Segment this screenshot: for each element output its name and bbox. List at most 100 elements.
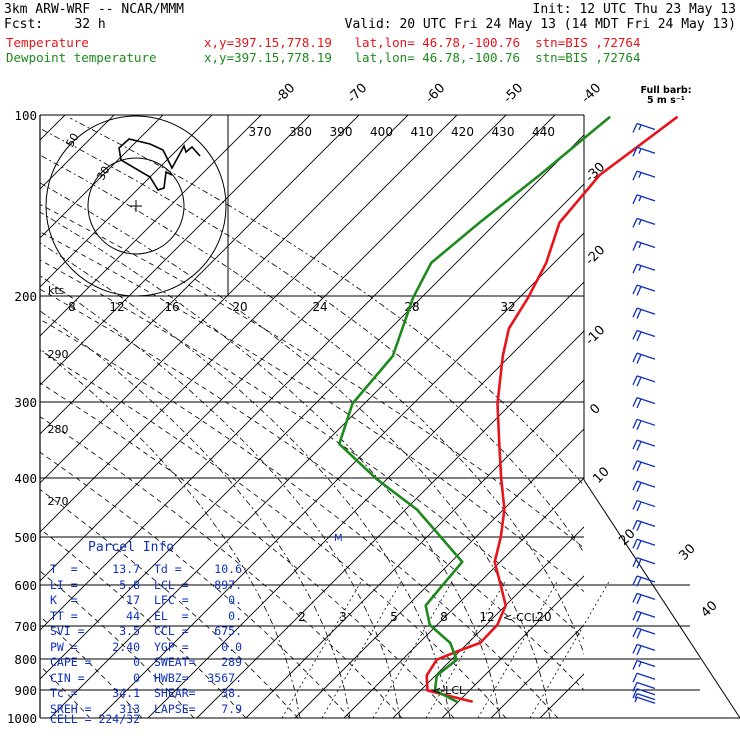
parcel-param-label: LI =: [50, 577, 78, 592]
dry-adiabat: [40, 382, 455, 718]
isotherm-line: [40, 115, 213, 288]
parcel-param-label: TT =: [50, 608, 78, 623]
parcel-param-value: 3.5: [119, 624, 140, 638]
parcel-param-value: 5.8: [119, 577, 140, 592]
dry-adiabat: [40, 350, 507, 718]
wind-barb: [632, 263, 656, 274]
hodograph-outer-ring: [45, 115, 227, 297]
parcel-param-label: YGP =: [154, 639, 189, 654]
parcel-row: TT = 44 EL = 0.: [50, 609, 246, 624]
isotherm-line: [589, 115, 740, 718]
dewpoint-line: [337, 115, 611, 703]
mixing-ratio-label: 12: [479, 610, 494, 624]
parcel-row: Tc = 34.1 SHEAR= 38.: [50, 686, 246, 701]
mixing-ratio-line: [321, 579, 403, 718]
parcel-param-label: SHEAR=: [154, 686, 196, 700]
parcel-param-label: HWBZ=: [154, 670, 189, 685]
parcel-param-label: CAPE =: [50, 655, 92, 669]
dewpoint-station-info: x,y=397.15,778.19 lat,lon= 46.78,-100.76…: [204, 50, 641, 65]
parcel-param-value: 10.6: [214, 562, 242, 576]
theta-e-label: 400: [370, 125, 393, 139]
theta-e-label: 370: [249, 125, 272, 139]
isotherm-tick-label: -80: [273, 81, 299, 107]
mixing-ratio-label: 20: [536, 610, 551, 624]
isotherm-line: [736, 115, 740, 718]
isotherm-line: [343, 477, 584, 718]
parcel-param-label: SWEAT=: [154, 655, 196, 669]
dry-adiabat: [40, 204, 584, 549]
wind-barb: [632, 688, 656, 699]
mixing-ratio-line: [372, 579, 454, 718]
parcel-param-label: PW =: [50, 639, 78, 654]
parcel-param-label: SREH =: [50, 701, 92, 716]
theta-e-label: 420: [451, 125, 474, 139]
dry-adiabat: [40, 288, 584, 691]
mixing-ratio-line: [477, 579, 559, 718]
dry-adiabat: [40, 318, 559, 718]
isotherm-tick-label: -60: [423, 81, 449, 107]
wind-barb: [634, 696, 656, 704]
parcel-param-value: 0: [133, 655, 140, 669]
pressure-tick-label: 300: [14, 395, 37, 410]
wind-barb: [632, 460, 656, 472]
parcel-param-label: Td =: [154, 562, 182, 576]
barb-legend: Full barb: 5 m s⁻¹: [632, 86, 700, 106]
isotherm-line: [40, 115, 262, 337]
hodograph-inner-ring: [87, 157, 185, 255]
hodograph-speed-label: 8: [68, 300, 76, 314]
isotherm-line: [490, 624, 584, 718]
isotherm-tick-label: 0: [587, 401, 603, 417]
barb-legend-title: Full barb:: [640, 85, 692, 96]
grid-lines: [39, 114, 740, 719]
wind-barb: [632, 329, 656, 342]
parcel-param-label: CIN =: [50, 670, 85, 685]
mixing-ratio-label: 5: [390, 610, 398, 624]
isotherm-tick-label: 40: [698, 598, 720, 620]
pressure-tick-label: 900: [14, 683, 37, 698]
isotherm-line: [687, 115, 740, 718]
parcel-param-label: Tc =: [50, 686, 78, 700]
pressure-tick-label: 500: [14, 530, 37, 545]
isotherm-line: [392, 526, 584, 718]
isotherm-tick-label: -30: [583, 160, 609, 186]
wind-barb: [632, 122, 656, 133]
theta-label: 280: [48, 423, 69, 436]
isotherm-tick-label: -20: [583, 243, 609, 269]
isotherm-line: [40, 115, 409, 484]
temperature-station-info: x,y=397.15,778.19 lat,lon= 46.78,-100.76…: [204, 35, 641, 50]
isotherm-line: [638, 115, 740, 718]
isotherm-tick-label: 10: [590, 464, 612, 486]
hodograph-speed-label: 20: [232, 300, 247, 314]
hodograph-speed-label: 32: [500, 300, 515, 314]
wind-barb: [632, 610, 656, 622]
wind-barb: [632, 519, 656, 532]
parcel-param-value: 313: [119, 701, 140, 716]
wind-barb: [632, 480, 656, 492]
lcl-marker: <-LCL: [432, 684, 466, 697]
isotherm-line: [147, 281, 584, 718]
parcel-row: T = 13.7 Td = 10.6: [50, 562, 246, 577]
pressure-tick-label: 700: [14, 619, 37, 634]
m-marker: M: [334, 533, 343, 544]
wind-barb: [632, 627, 656, 639]
isotherm-tick-label: 30: [676, 541, 698, 563]
wind-barb: [632, 146, 656, 157]
parcel-row: CIN = 0 HWBZ= 3567.: [50, 671, 246, 686]
init-time: Init: 12 UTC Thu 23 May 13: [532, 2, 737, 17]
isotherm-line: [539, 673, 584, 718]
temperature-line: [425, 115, 679, 704]
parcel-row: PW = 2.40 YGP = 0.0: [50, 640, 246, 655]
parcel-row: LI = 5.8 LCL = 897.: [50, 578, 246, 593]
wind-barb: [632, 499, 656, 512]
parcel-param-value: 3567.: [207, 670, 242, 685]
mixing-ratio-label: 2: [298, 610, 306, 624]
frame-diagonal: [583, 479, 740, 719]
wind-barb: [632, 575, 656, 587]
wind-barb: [632, 396, 656, 409]
isotherm-line: [98, 232, 584, 718]
model-title: 3km ARW-WRF -- NCAR/MMM: [4, 2, 185, 17]
theta-e-label: 410: [411, 125, 434, 139]
parcel-param-value: 44: [126, 608, 140, 623]
barb-legend-units: 5 m s⁻¹: [647, 95, 685, 106]
